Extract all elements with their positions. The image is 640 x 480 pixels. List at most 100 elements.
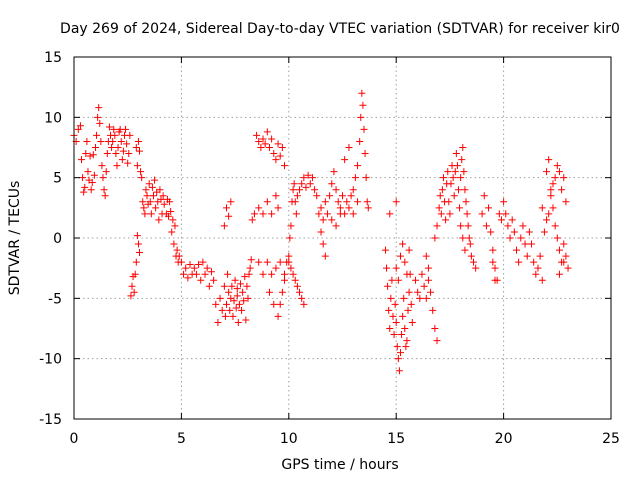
data-point <box>435 204 443 212</box>
data-point <box>263 258 271 266</box>
data-point <box>412 276 420 284</box>
data-point <box>414 288 422 296</box>
data-point <box>429 306 437 314</box>
data-point <box>166 198 174 206</box>
data-point <box>551 174 559 182</box>
data-point <box>396 349 404 357</box>
data-point <box>255 258 263 266</box>
data-point <box>495 210 503 218</box>
data-point <box>223 204 231 212</box>
data-point <box>404 306 412 314</box>
data-point <box>436 192 444 200</box>
data-point <box>462 198 470 206</box>
data-point <box>281 276 289 284</box>
data-point <box>506 234 514 242</box>
data-point <box>393 343 401 351</box>
data-point <box>228 282 236 290</box>
data-point <box>536 252 544 260</box>
data-point <box>110 125 118 133</box>
data-point <box>184 274 192 282</box>
data-point <box>265 144 273 151</box>
data-point <box>167 207 175 215</box>
data-point <box>502 210 510 218</box>
data-point <box>555 168 563 176</box>
data-point <box>323 210 331 218</box>
data-point <box>345 204 353 212</box>
data-point <box>562 252 570 260</box>
data-point <box>170 240 178 248</box>
data-point <box>358 89 366 97</box>
data-point <box>343 198 351 206</box>
data-point <box>433 337 441 345</box>
data-point <box>321 198 329 206</box>
y-tick-label: -15 <box>39 412 62 428</box>
data-point <box>132 144 140 151</box>
data-point <box>357 113 365 121</box>
data-point <box>255 137 263 145</box>
data-point <box>491 264 499 272</box>
data-point <box>326 192 334 200</box>
data-point <box>332 186 340 194</box>
data-point <box>328 180 336 188</box>
data-point <box>74 125 82 133</box>
data-point <box>445 198 453 206</box>
data-point <box>401 258 409 266</box>
data-point <box>422 294 430 302</box>
data-point <box>157 195 165 203</box>
data-point <box>151 176 159 184</box>
data-point <box>220 282 228 290</box>
data-point <box>401 325 409 332</box>
data-point <box>195 261 203 269</box>
data-point <box>354 162 362 170</box>
data-point <box>239 288 247 296</box>
data-point <box>389 312 397 320</box>
grid-lines <box>74 57 611 419</box>
data-point <box>93 131 101 139</box>
data-point <box>155 216 163 224</box>
data-point <box>532 270 540 278</box>
data-point <box>290 180 298 188</box>
data-point <box>403 270 411 278</box>
data-point <box>308 174 316 182</box>
data-point <box>431 234 439 242</box>
data-point <box>381 246 389 254</box>
data-point <box>199 258 207 266</box>
data-point <box>245 270 253 278</box>
y-tick-label: -5 <box>48 291 62 307</box>
data-point <box>510 228 518 236</box>
data-point <box>231 276 239 284</box>
data-point <box>336 204 344 212</box>
data-point <box>84 168 92 176</box>
data-point <box>439 174 447 182</box>
data-point <box>274 312 282 320</box>
data-point <box>463 210 471 218</box>
data-point <box>175 252 183 260</box>
data-point <box>180 270 188 278</box>
data-point <box>332 222 340 230</box>
data-point <box>500 198 508 206</box>
data-point <box>515 258 523 266</box>
data-point <box>238 306 246 314</box>
data-point <box>242 316 250 324</box>
data-point <box>148 183 156 191</box>
data-point <box>300 300 308 308</box>
data-point <box>140 204 148 212</box>
data-point <box>98 162 106 170</box>
data-point <box>416 294 424 302</box>
data-point <box>508 216 516 224</box>
data-point <box>168 228 176 236</box>
data-point <box>257 144 265 151</box>
data-point <box>124 159 132 167</box>
data-point <box>88 178 96 186</box>
data-point <box>360 125 368 133</box>
y-tick-label: 10 <box>44 110 62 126</box>
data-point <box>246 264 254 272</box>
data-point <box>220 222 228 230</box>
data-point <box>122 125 130 133</box>
data-point <box>272 192 280 200</box>
data-point <box>101 192 109 200</box>
data-point <box>491 276 499 284</box>
data-point <box>362 174 370 182</box>
data-point <box>276 258 284 266</box>
data-point <box>232 304 240 312</box>
